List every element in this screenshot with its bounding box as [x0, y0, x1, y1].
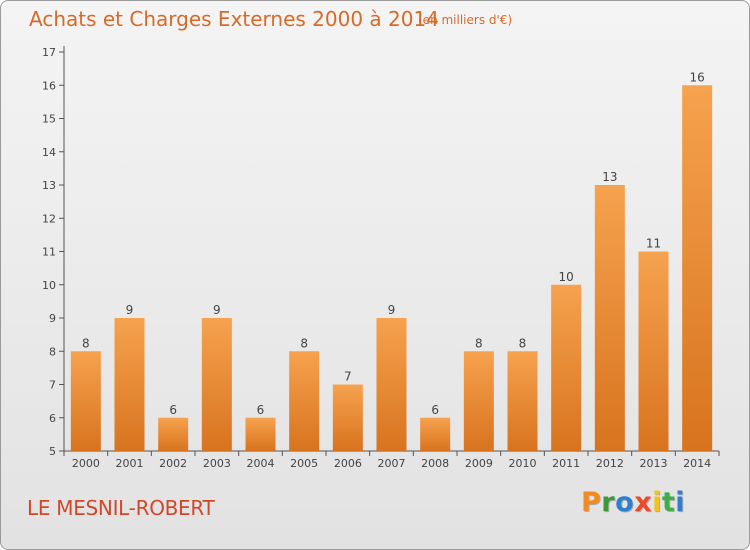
bar: [201, 318, 232, 451]
bar-value-label: 13: [602, 170, 617, 184]
x-tick-label: 2009: [465, 457, 493, 470]
bar-value-label: 9: [388, 303, 396, 317]
bar: [594, 185, 625, 451]
bar: [158, 417, 189, 451]
logo-letter: i: [675, 487, 686, 518]
x-tick-label: 2004: [247, 457, 275, 470]
x-tick-label: 2005: [290, 457, 318, 470]
logo-letter: t: [661, 487, 676, 518]
bar-value-label: 8: [82, 336, 90, 350]
bar: [463, 351, 494, 451]
bar: [507, 351, 538, 451]
bar-value-label: 7: [344, 370, 352, 384]
logo-letter: i: [652, 487, 662, 518]
y-tick-label: 15: [42, 113, 56, 126]
bar-value-label: 9: [213, 303, 221, 317]
y-tick-label: 16: [42, 79, 56, 92]
y-tick-label: 6: [49, 412, 56, 425]
y-tick-label: 11: [42, 246, 56, 259]
bar-value-label: 6: [431, 403, 439, 417]
bar: [245, 417, 276, 451]
x-tick-label: 2013: [640, 457, 668, 470]
x-tick-label: 2002: [159, 457, 187, 470]
y-tick-label: 7: [49, 379, 56, 392]
place-name: LE MESNIL-ROBERT: [27, 496, 215, 520]
chart-subtitle: (en milliers d'€): [418, 13, 513, 27]
y-tick-label: 12: [42, 212, 56, 225]
logo-letter: r: [601, 487, 616, 518]
y-tick-label: 13: [42, 179, 56, 192]
bar-value-label: 6: [169, 403, 177, 417]
bar-value-label: 8: [519, 336, 527, 350]
y-tick-label: 9: [49, 312, 56, 325]
bar: [551, 284, 582, 451]
x-tick-label: 2011: [552, 457, 580, 470]
bar: [332, 384, 363, 451]
bar: [289, 351, 320, 451]
y-tick-label: 10: [42, 279, 56, 292]
x-tick-label: 2008: [421, 457, 449, 470]
bar-value-label: 8: [475, 336, 483, 350]
x-tick-label: 2003: [203, 457, 231, 470]
logo-letter: x: [634, 487, 653, 518]
bar-value-label: 11: [646, 237, 661, 251]
bar: [70, 351, 101, 451]
chart-title: Achats et Charges Externes 2000 à 2014: [29, 7, 439, 31]
bar-value-label: 10: [559, 270, 574, 284]
bar-value-label: 6: [257, 403, 265, 417]
bar: [376, 318, 407, 451]
bar: [420, 417, 451, 451]
bar-value-label: 8: [300, 336, 308, 350]
x-tick-label: 2014: [683, 457, 711, 470]
y-tick-label: 17: [42, 46, 56, 59]
bar: [638, 251, 669, 451]
logo-letter: o: [615, 487, 635, 518]
x-tick-label: 2006: [334, 457, 362, 470]
x-tick-label: 2010: [509, 457, 537, 470]
x-tick-label: 2001: [116, 457, 144, 470]
bar: [682, 85, 713, 451]
bar-value-label: 9: [126, 303, 134, 317]
y-tick-label: 14: [42, 146, 56, 159]
y-tick-label: 5: [49, 445, 56, 458]
logo-letter: P: [581, 487, 602, 518]
bar-value-label: 16: [690, 70, 705, 84]
proxiti-logo: Proxiti: [581, 487, 685, 518]
bar: [114, 318, 145, 451]
x-tick-label: 2012: [596, 457, 624, 470]
x-tick-label: 2007: [378, 457, 406, 470]
x-tick-label: 2000: [72, 457, 100, 470]
y-tick-label: 8: [49, 345, 56, 358]
